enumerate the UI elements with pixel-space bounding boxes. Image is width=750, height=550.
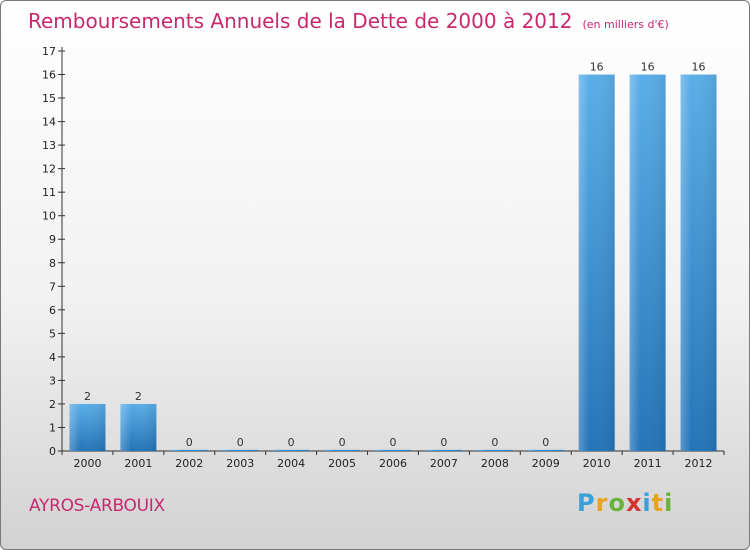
- bar-shading: [476, 449, 513, 451]
- y-tick-label: 16: [42, 69, 56, 82]
- x-axis: 2000 2001 2002 2003 2004 2005 2006 2007 2008 2009…: [61, 450, 725, 470]
- proxiti-logo[interactable]: Proxiti: [577, 489, 673, 517]
- x-tick-label: 2009: [532, 457, 560, 470]
- y-tick-label: 5: [49, 327, 56, 340]
- bar-shading: [425, 449, 462, 451]
- y-tick-label: 8: [49, 257, 56, 270]
- chart-title-text: Remboursements Annuels de la Dette de 20…: [28, 9, 573, 33]
- bar-value-label: 0: [237, 436, 244, 449]
- x-tick-label: 2000: [73, 457, 101, 470]
- bar-shading: [527, 449, 564, 451]
- x-tick-label: 2006: [379, 457, 407, 470]
- bar-shading: [120, 403, 157, 451]
- bar-shading: [69, 403, 106, 451]
- y-tick-label: 4: [49, 351, 56, 364]
- x-tick-label: 2008: [481, 457, 509, 470]
- y-tick-label: 3: [49, 374, 56, 387]
- bar-value-label: 16: [641, 61, 655, 74]
- y-tick-label: 1: [49, 421, 56, 434]
- bar-shading: [375, 449, 411, 451]
- y-tick-label: 10: [42, 210, 56, 223]
- unit-label: (en milliers d'€): [582, 18, 669, 31]
- bar-shading: [680, 74, 717, 451]
- x-tick-label: 2012: [685, 457, 713, 470]
- bar-shading: [324, 449, 361, 451]
- x-tick-label: 2007: [430, 457, 458, 470]
- bar-shading: [273, 449, 310, 451]
- bar-value-label: 0: [339, 436, 346, 449]
- proxiti-logo-letter: o: [608, 489, 626, 517]
- y-tick-label: 15: [42, 92, 56, 105]
- y-tick-label: 2: [49, 398, 56, 411]
- y-tick-label: 9: [49, 233, 56, 246]
- y-tick-label: 0: [49, 445, 56, 458]
- y-tick-label: 13: [42, 139, 56, 152]
- y-tick-label: 7: [49, 280, 56, 293]
- y-tick-label: 17: [42, 45, 56, 58]
- y-tick-label: 12: [42, 163, 56, 176]
- x-tick-label: 2004: [277, 457, 305, 470]
- bar-value-label: 0: [440, 436, 447, 449]
- x-tick-label: 2003: [226, 457, 254, 470]
- proxiti-logo-letter: x: [625, 489, 643, 517]
- bar-value-label: 0: [390, 436, 397, 449]
- bar-value-label: 0: [186, 436, 193, 449]
- bar-value-label: 16: [590, 61, 604, 74]
- x-tick-label: 2010: [583, 457, 611, 470]
- x-tick-label: 2002: [175, 457, 203, 470]
- bar-value-label: 2: [84, 390, 91, 403]
- chart-title: Remboursements Annuels de la Dette de 20…: [28, 9, 669, 33]
- proxiti-logo-letter: r: [595, 489, 609, 517]
- bar-shading: [578, 74, 615, 451]
- y-tick-label: 14: [42, 116, 56, 129]
- proxiti-logo-letter: i: [642, 489, 652, 517]
- bar-value-label: 0: [491, 436, 498, 449]
- x-tick-label: 2001: [124, 457, 152, 470]
- bars: 2 2 0 0 0 0 0 0 0 0 16 16 16: [69, 61, 717, 451]
- bar-value-label: 0: [288, 436, 295, 449]
- bar-shading: [171, 449, 208, 451]
- x-tick-label: 2005: [328, 457, 356, 470]
- bar-shading: [629, 74, 666, 451]
- town-name: AYROS-ARBOUIX: [29, 496, 165, 516]
- y-tick-label: 11: [42, 186, 56, 199]
- proxiti-logo-letter: P: [577, 489, 596, 517]
- bar-value-label: 16: [692, 61, 706, 74]
- bar-shading: [222, 449, 259, 451]
- proxiti-logo-letter: i: [664, 489, 674, 517]
- bar-value-label: 0: [542, 436, 549, 449]
- proxiti-logo-letter: t: [651, 489, 665, 517]
- y-tick-label: 6: [49, 304, 56, 317]
- bar-value-label: 2: [135, 390, 142, 403]
- x-tick-label: 2011: [634, 457, 662, 470]
